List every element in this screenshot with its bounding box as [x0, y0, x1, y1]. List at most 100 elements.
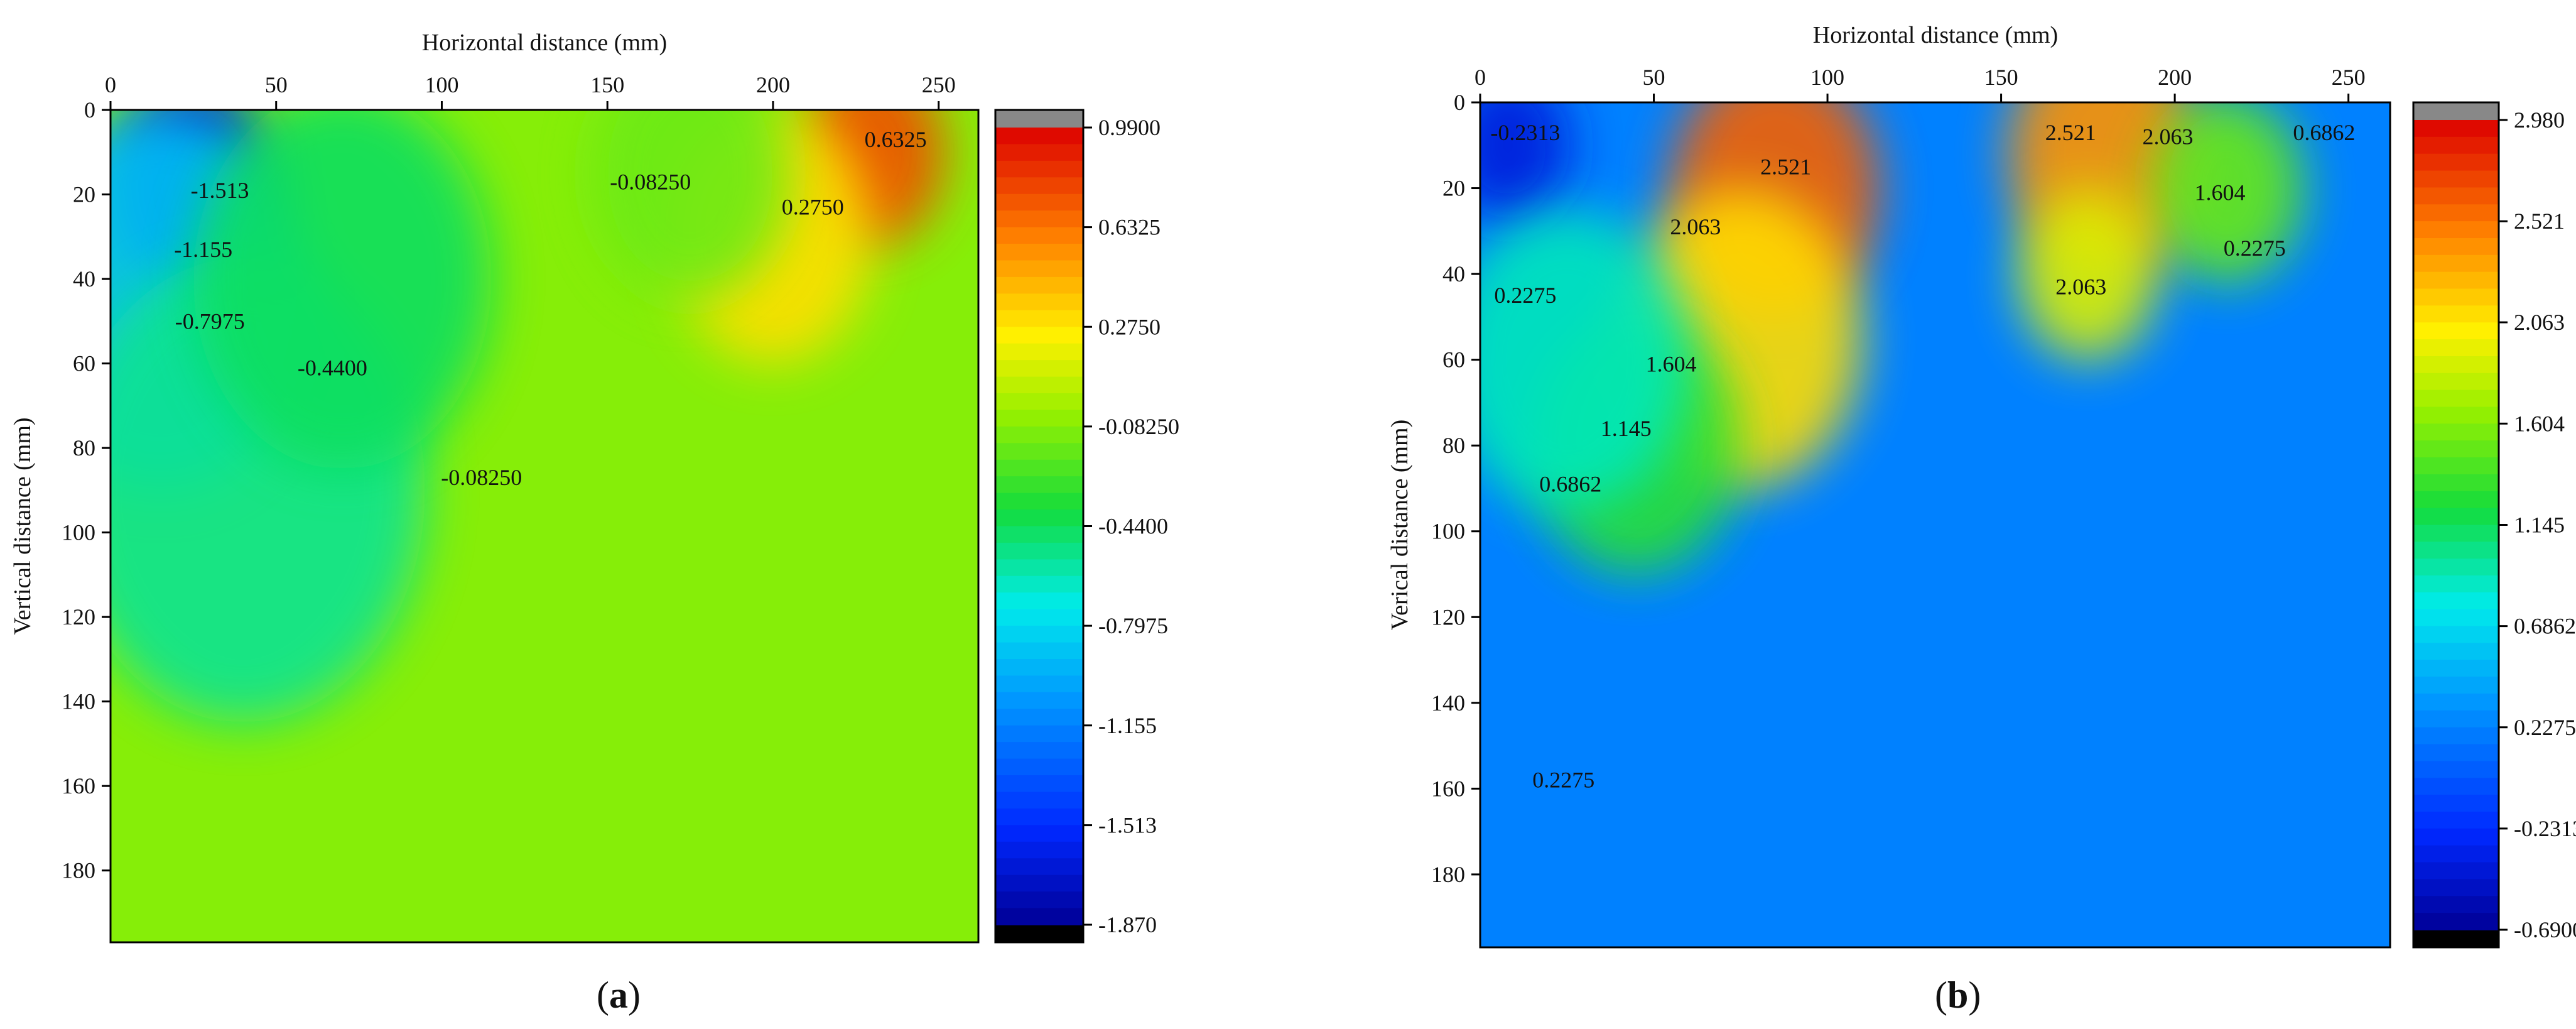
panel-a: 0 50 100 150 200 250 0 20 40 60 80 100 120 140 160 180 H…: [9, 30, 1179, 1016]
heatmap-blob: [1480, 102, 1571, 223]
contour-label: 2.521: [2045, 120, 2096, 145]
y-tick-label: 180: [62, 858, 95, 883]
colorbar-band: [995, 459, 1083, 477]
colorbar-band: [2413, 525, 2499, 543]
plot-frame: [109, 109, 980, 944]
colorbar-band: [995, 327, 1083, 344]
heatmap-field: [111, 110, 946, 723]
colorbar-band: [2413, 879, 2499, 897]
colorbar-band: [995, 858, 1083, 876]
panel-letter-a: a: [609, 974, 628, 1016]
y-tick-label: 100: [62, 520, 95, 545]
contour-label: 0.6325: [865, 127, 927, 152]
colorbar-band: [995, 675, 1083, 693]
y-tick-label: 40: [73, 266, 95, 291]
colorbar-band: [995, 293, 1083, 311]
colorbar-tick-label: -0.4400: [1098, 514, 1168, 539]
panel-caption-a: (a): [597, 974, 641, 1016]
colorbar: 2.980 2.521 2.063 1.604 1.145 0.6862 0.2275 -0.…: [2412, 101, 2576, 949]
colorbar-band: [995, 775, 1083, 793]
colorbar-band: [995, 144, 1083, 161]
contour-label: 0.6862: [1539, 472, 1601, 497]
panel-caption-b: (b): [1935, 974, 1981, 1016]
colorbar-band: [2413, 170, 2499, 188]
colorbar-band: [2413, 423, 2499, 442]
y-tick-label: 20: [1442, 176, 1465, 201]
y-tick-label: 0: [1454, 90, 1465, 115]
colorbar-tick-label: 2.980: [2514, 107, 2565, 133]
colorbar-band: [995, 626, 1083, 643]
colorbar-band: [2413, 677, 2499, 695]
colorbar-band: [995, 891, 1083, 909]
colorbar-band: [995, 575, 1083, 594]
colorbar-tick-label: 2.521: [2514, 209, 2565, 234]
colorbar-band: [995, 758, 1083, 776]
colorbar-tick-label: 0.6862: [2514, 614, 2576, 639]
colorbar-band: [2413, 305, 2499, 324]
colorbar-band: [995, 692, 1083, 710]
colorbar-band: [2413, 558, 2499, 577]
x-tick-label: 150: [1984, 65, 2018, 90]
colorbar-band: [995, 526, 1083, 543]
colorbar-tick-label: -0.7975: [1098, 613, 1168, 638]
colorbar-band: [995, 792, 1083, 809]
colorbar-band: [2413, 508, 2499, 526]
contour-label: 2.063: [1670, 214, 1721, 239]
colorbar-band: [995, 476, 1083, 494]
colorbar-band: [2413, 542, 2499, 560]
colorbar-tick-label: -1.155: [1098, 713, 1157, 738]
colorbar-band: [995, 276, 1083, 295]
colorbar-bottom-cap: [2413, 930, 2499, 947]
x-tick-label: 200: [2158, 65, 2192, 90]
colorbar-tick-label: -0.6900: [2514, 917, 2576, 942]
x-tick-label: 250: [922, 72, 956, 97]
colorbar-band: [2413, 356, 2499, 374]
colorbar-band: [995, 592, 1083, 610]
x-tick-label: 200: [756, 72, 790, 97]
colorbar-tick-label: 0.2275: [2514, 715, 2576, 740]
colorbar-band: [2413, 862, 2499, 880]
colorbar-band: [2413, 153, 2499, 172]
colorbar-tick-label: 2.063: [2514, 310, 2565, 335]
colorbar-band: [995, 128, 1083, 145]
colorbar-band: [2413, 694, 2499, 711]
colorbar-band: [995, 742, 1083, 760]
y-tick-label: 120: [1431, 604, 1465, 629]
y-axis-title: Verical distance (mm): [1387, 420, 1413, 631]
contour-label: -0.08250: [610, 169, 691, 194]
colorbar-band: [2413, 339, 2499, 357]
y-tick-label: 80: [1442, 433, 1465, 458]
contour-label: -1.155: [174, 237, 232, 262]
y-tick-label: 140: [62, 689, 95, 714]
colorbar-band: [2413, 575, 2499, 593]
colorbar-tick-label: 1.604: [2514, 411, 2565, 436]
colorbar-band: [995, 343, 1083, 361]
colorbar-band: [2413, 136, 2499, 155]
panel-b: 0 50 100 150 200 250 0 20 40 60 80 100 120 140 160 180 H…: [1288, 0, 2576, 1029]
colorbar-band: [995, 244, 1083, 261]
x-tick-label: 50: [1643, 65, 1665, 90]
contour-label: 2.521: [1760, 154, 1811, 179]
x-tick-label: 100: [1810, 65, 1844, 90]
colorbar-band: [2413, 896, 2499, 914]
y-tick-label: 0: [84, 97, 95, 122]
x-tick-label: 0: [1475, 65, 1486, 90]
x-tick-label: 0: [105, 72, 116, 97]
colorbar-band: [2413, 457, 2499, 475]
colorbar-band: [2413, 221, 2499, 239]
colorbar-tick-label: -1.870: [1098, 912, 1157, 937]
colorbar-tick-label: 0.6325: [1098, 215, 1161, 240]
colorbar-tick-label: 1.145: [2514, 513, 2565, 538]
y-tick-label: 20: [73, 182, 95, 207]
y-axis-title: Vertical distance (mm): [9, 417, 36, 634]
colorbar-band: [2413, 609, 2499, 627]
colorbar-tick-label: 0.9900: [1098, 115, 1161, 140]
colorbar-band: [995, 210, 1083, 228]
heatmap-blob: [2018, 188, 2158, 360]
contour-label: 2.063: [2055, 275, 2106, 300]
y-tick-label: 60: [1442, 347, 1465, 373]
contour-label: 0.2275: [2224, 236, 2286, 261]
colorbar-band: [2413, 812, 2499, 829]
colorbar-band: [2413, 710, 2499, 728]
colorbar-band: [2413, 288, 2499, 307]
